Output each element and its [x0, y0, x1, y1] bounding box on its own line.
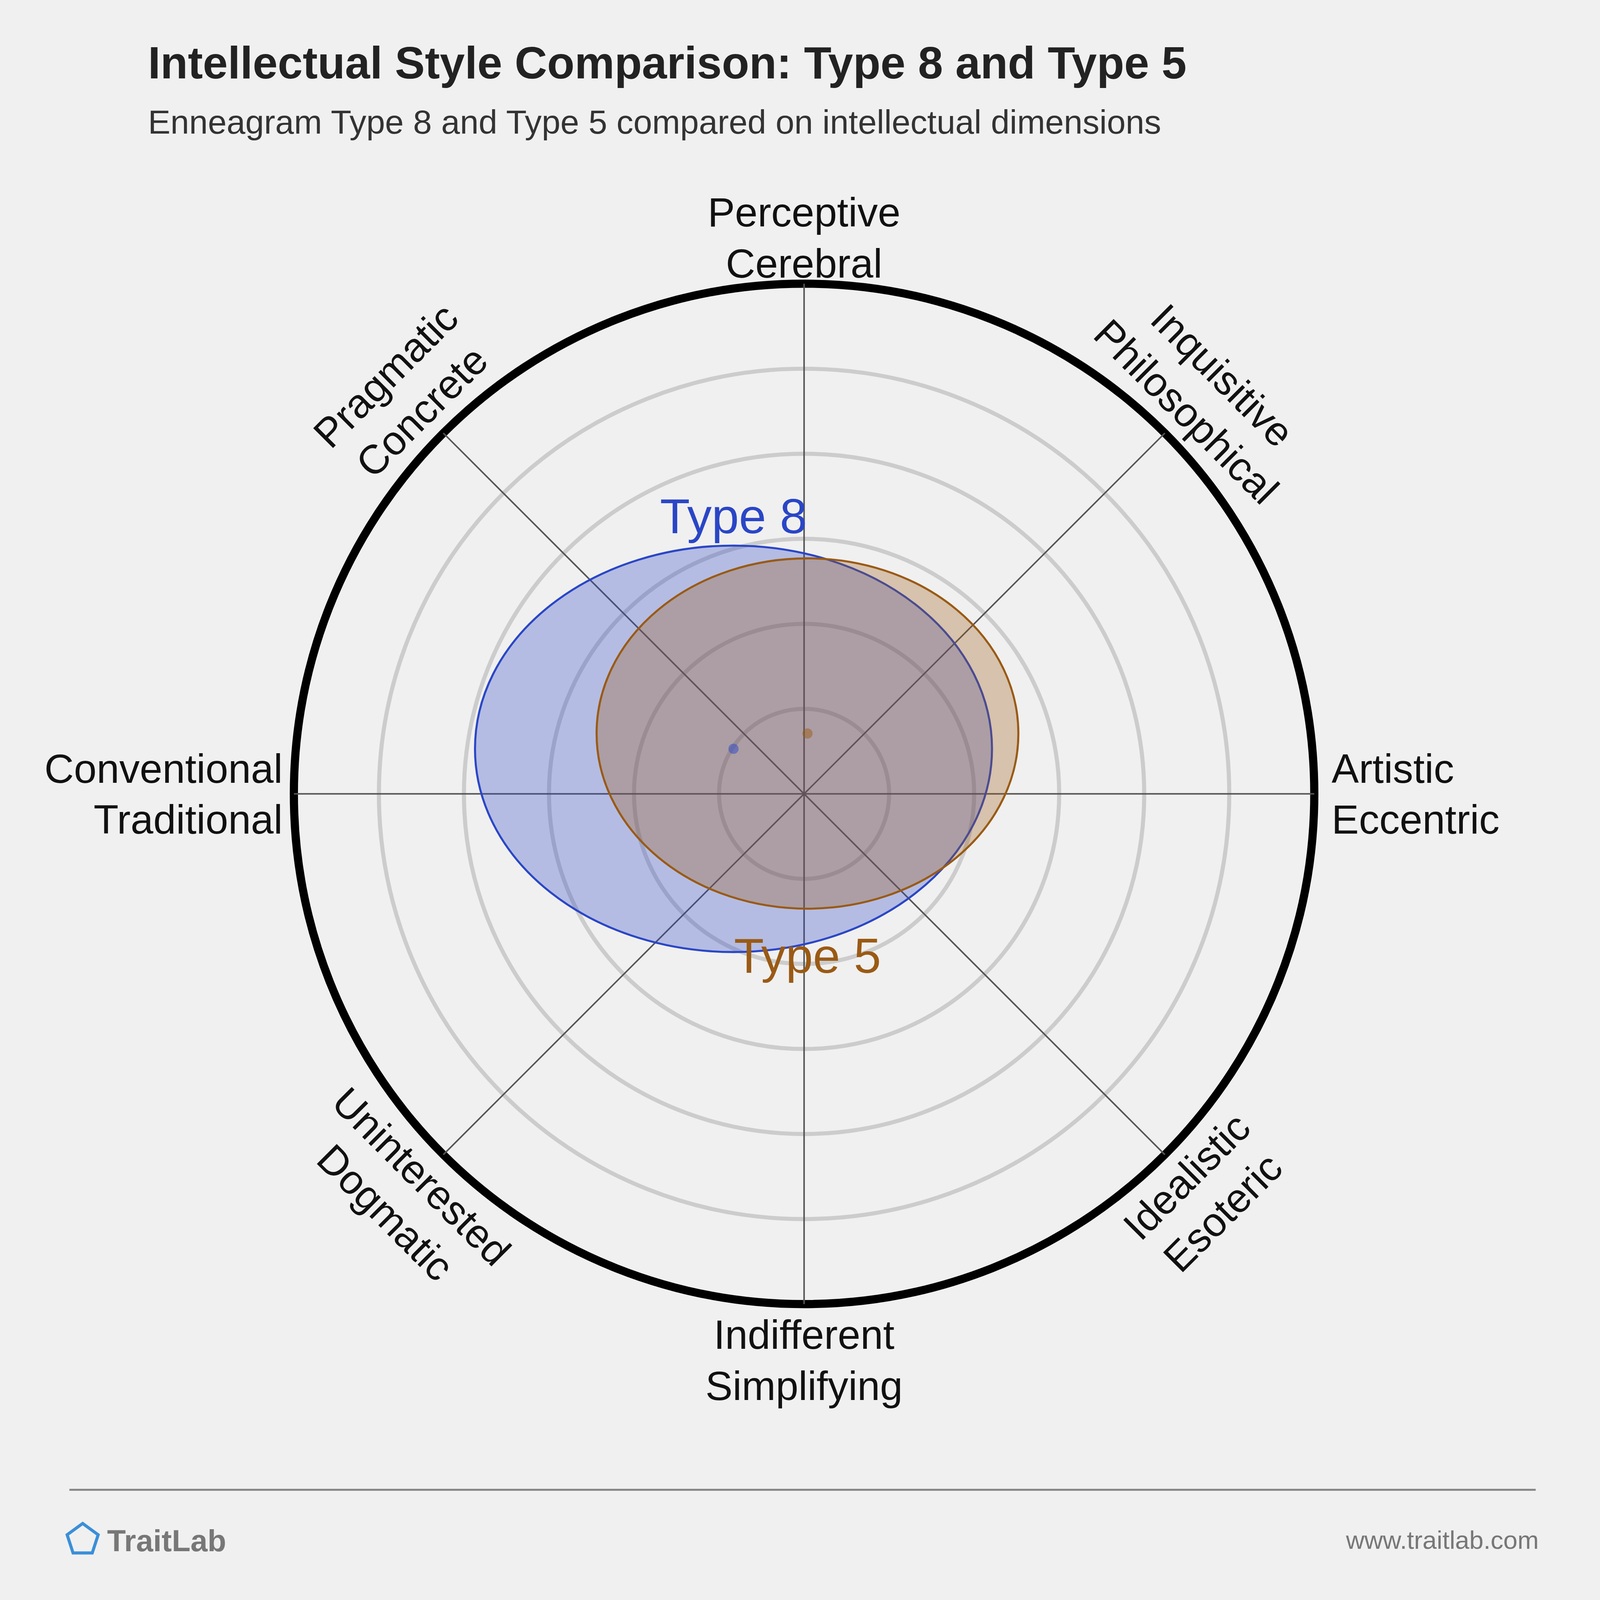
axis-label-group: InquisitivePhilosophical [1085, 274, 1324, 513]
url: www.traitlab.com [1345, 1525, 1539, 1555]
axis-label: Cerebral [726, 240, 883, 287]
data-group [475, 545, 1019, 952]
axis-label: Perceptive [707, 189, 901, 236]
axis-label-group: UninterestedDogmatic [287, 1078, 520, 1311]
axis-label: Artistic [1331, 746, 1454, 792]
axis-label: Conventional [44, 746, 283, 792]
axis-label: Concrete [347, 336, 497, 486]
outer-ring [294, 283, 1315, 1304]
axis-label: Simplifying [705, 1363, 903, 1409]
title: Intellectual Style Comparison: Type 8 an… [148, 37, 1187, 88]
series-label: Type 5 [734, 928, 882, 984]
axis-label: Esoteric [1154, 1144, 1291, 1281]
brand: TraitLab [107, 1523, 227, 1558]
axis-label: Dogmatic [308, 1135, 463, 1290]
logo-icon [67, 1523, 99, 1554]
series-label: Type 8 [660, 488, 808, 544]
axis-label: Traditional [93, 796, 283, 843]
footer-rule [69, 1488, 1536, 1491]
ellipse [596, 558, 1018, 909]
axis-label: Eccentric [1331, 796, 1500, 843]
axis-label: Philosophical [1085, 310, 1288, 513]
subtitle: Enneagram Type 8 and Type 5 compared on … [148, 103, 1162, 141]
chart: Intellectual Style Comparison: Type 8 an… [0, 0, 1600, 1600]
axis-label-group: PragmaticConcrete [304, 294, 504, 493]
axis-label: Indifferent [713, 1312, 895, 1358]
center-dot [802, 728, 813, 739]
center-dot [728, 743, 739, 754]
background [0, 0, 1600, 1600]
axis-label-group: IdealisticEsoteric [1114, 1104, 1296, 1286]
